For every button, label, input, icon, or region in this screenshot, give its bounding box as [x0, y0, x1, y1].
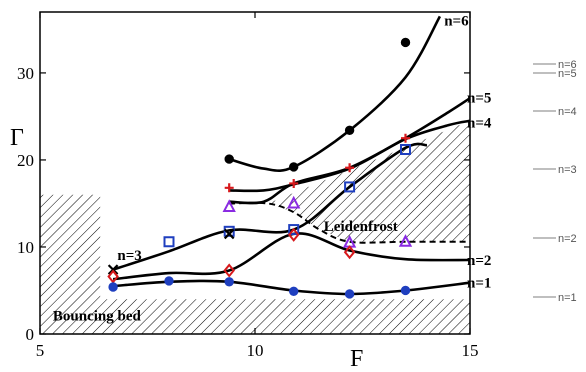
marker-circle-2	[109, 283, 117, 291]
annotation-n-4: n=4	[467, 116, 492, 132]
annotation-n-2: n=2	[467, 253, 491, 269]
side-legend-label-4: n=3	[558, 164, 577, 176]
marker-square-3	[165, 237, 174, 246]
annotation-n-1: n=1	[467, 276, 491, 292]
annotation-n-6: n=6	[444, 14, 469, 30]
x-tick-label-5: 5	[36, 341, 45, 360]
marker-plus-13	[289, 179, 298, 188]
marker-circle-18	[345, 126, 353, 134]
marker-circle-24	[401, 38, 409, 46]
annotation-n-5: n=5	[467, 90, 491, 106]
annotation-n-3: n=3	[117, 248, 141, 264]
annotation-bouncing-bed: Bouncing bed	[53, 309, 142, 325]
y-axis-title: Γ	[10, 125, 24, 151]
y-tick-label-0: 0	[26, 325, 35, 344]
side-legend: n=6n=5n=4n=3n=2n=1	[533, 59, 577, 304]
x-tick-label-15: 15	[462, 341, 479, 360]
y-tick-label-20: 20	[17, 151, 34, 170]
marker-circle-12	[290, 163, 298, 171]
y-tick-label-30: 30	[17, 64, 34, 83]
side-legend-label-3: n=4	[558, 106, 577, 118]
marker-circle-11	[225, 278, 233, 286]
side-legend-label-5: n=2	[558, 233, 577, 245]
x-axis-title: F	[350, 346, 363, 372]
marker-circle-28	[401, 286, 409, 294]
side-legend-label-2: n=5	[558, 68, 577, 80]
annotation-leidenfrost: Leidenfrost	[324, 219, 398, 235]
marker-circle-17	[290, 287, 298, 295]
side-legend-label-6: n=1	[558, 292, 577, 304]
marker-circle-4	[165, 277, 173, 285]
x-tick-label-10: 10	[247, 341, 264, 360]
marker-circle-5	[225, 155, 233, 163]
hatched-regions	[40, 121, 470, 334]
y-tick-label-10: 10	[17, 238, 34, 257]
marker-circle-23	[345, 290, 353, 298]
